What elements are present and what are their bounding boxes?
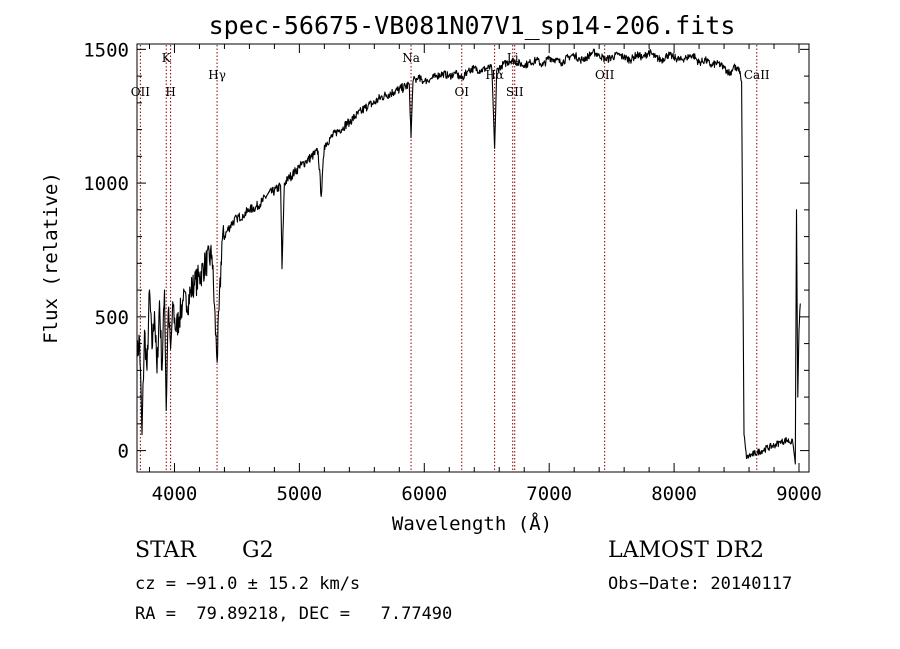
spectral-line-label: K xyxy=(162,51,172,65)
plot-frame xyxy=(136,43,810,473)
spectral-line-label: CaII xyxy=(744,68,770,82)
x-tick-label: 5000 xyxy=(276,483,322,505)
spectral-line-label: Hγ xyxy=(208,68,226,82)
spectral-line-label: SII xyxy=(506,85,524,99)
x-axis: 4000 5000 6000 7000 8000 9000 xyxy=(148,44,822,505)
x-tick-label: 4000 xyxy=(152,483,198,505)
obs-date-text: Obs−Date: 20140117 xyxy=(608,574,793,594)
spectral-line-label: OII xyxy=(595,68,615,82)
x-tick-label: 7000 xyxy=(526,483,572,505)
y-axis-label: Flux (relative) xyxy=(40,172,62,344)
spectral-line-label: OI xyxy=(454,85,469,99)
x-axis-label: Wavelength (Å) xyxy=(392,512,552,535)
x-tick-label: 9000 xyxy=(776,483,822,505)
spectral-line-label: H xyxy=(165,85,175,99)
spectral-line-label: Na xyxy=(402,51,420,65)
x-tick-label: 8000 xyxy=(651,483,697,505)
y-tick-label: 1500 xyxy=(83,39,129,61)
x-tick-label: 6000 xyxy=(401,483,447,505)
y-tick-label: 0 xyxy=(118,441,129,463)
object-class: STAR xyxy=(135,538,196,563)
survey-name: LAMOST DR2 xyxy=(608,538,764,563)
redshift-text: cz = −91.0 ± 15.2 km/s xyxy=(135,574,361,594)
spectrum-line xyxy=(136,48,801,465)
y-tick-label: 500 xyxy=(95,307,129,329)
y-tick-label: 1000 xyxy=(83,173,129,195)
object-subclass: G2 xyxy=(242,538,274,563)
chart-title: spec-56675-VB081N07V1_sp14-206.fits xyxy=(209,11,736,40)
coordinates-text: RA = 79.89218, DEC = 7.77490 xyxy=(135,604,453,624)
spectral-line-label: OII xyxy=(131,85,151,99)
spectrum-series xyxy=(136,48,801,465)
y-axis: 0 500 1000 1500 xyxy=(83,39,809,463)
